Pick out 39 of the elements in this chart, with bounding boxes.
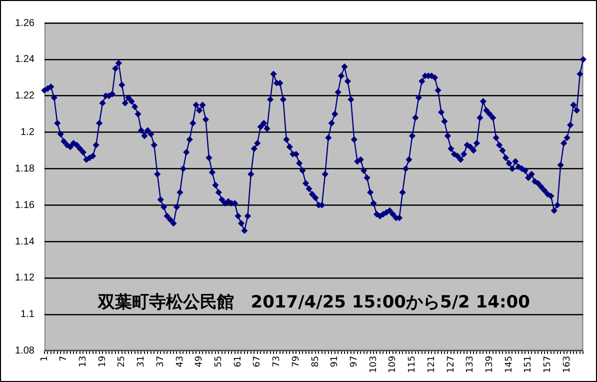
- y-tick-label: 1.16: [14, 200, 35, 211]
- x-tick-label: 73: [272, 356, 282, 368]
- x-tick-label: 163: [562, 356, 572, 374]
- x-tick-label: 97: [350, 356, 360, 368]
- annotation: 双葉町寺松公民館 2017/4/25 15:00から5/2 14:00: [96, 292, 530, 313]
- y-tick-label: 1.22: [14, 90, 35, 102]
- x-tick-label: 19: [98, 356, 108, 368]
- x-tick-label: 55: [214, 356, 224, 368]
- y-tick-label: 1.08: [14, 346, 35, 357]
- x-tick-label: 25: [117, 356, 128, 368]
- x-tick-label: 31: [136, 356, 147, 368]
- x-tick-label: 79: [291, 356, 302, 368]
- x-tick-label: 7: [59, 356, 70, 362]
- y-tick-label: 1.18: [14, 163, 35, 174]
- y-tick-label: 1.2: [20, 127, 35, 138]
- x-tick-label: 151: [524, 356, 534, 374]
- x-tick-label: 49: [194, 356, 205, 368]
- x-tick-label: 127: [446, 356, 456, 374]
- y-tick-label: 1.12: [14, 272, 35, 284]
- x-tick-label: 139: [484, 356, 495, 374]
- x-tick-label: 61: [233, 356, 244, 368]
- x-tick-label: 157: [543, 356, 554, 374]
- x-tick-label: 37: [156, 356, 166, 368]
- y-tick-label: 1.24: [14, 54, 35, 66]
- x-tick-label: 121: [426, 356, 437, 374]
- y-tick-label: 1.1: [20, 309, 35, 320]
- x-tick-label: 115: [408, 356, 418, 374]
- y-tick-label: 1.14: [14, 236, 35, 248]
- x-tick-label: 109: [388, 356, 398, 374]
- x-tick-label: 43: [175, 356, 186, 368]
- x-tick-label: 145: [504, 356, 514, 374]
- x-tick-label: 103: [368, 356, 379, 374]
- x-tick-label: 13: [78, 356, 89, 368]
- x-tick-label: 1: [40, 356, 50, 362]
- x-tick-label: 91: [330, 356, 340, 368]
- y-tick-label: 1.26: [14, 18, 35, 29]
- x-tick-label: 85: [310, 356, 321, 368]
- x-tick-label: 133: [466, 356, 476, 374]
- x-tick-label: 67: [252, 356, 263, 368]
